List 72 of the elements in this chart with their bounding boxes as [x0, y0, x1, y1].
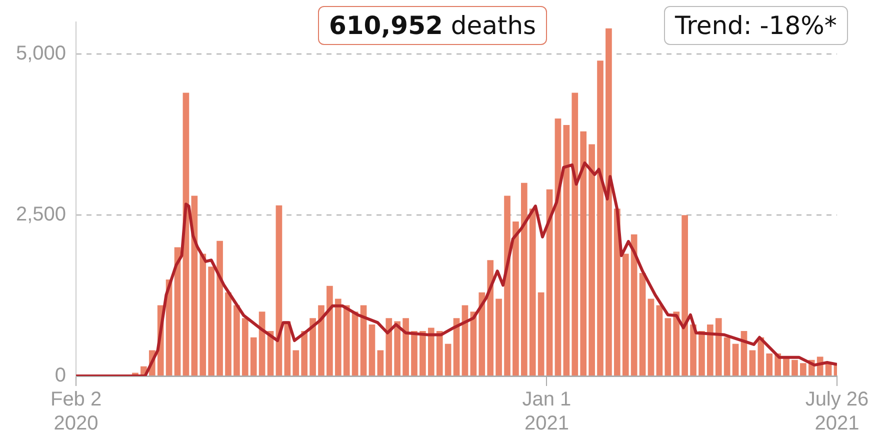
bar	[792, 360, 798, 376]
bar	[402, 318, 409, 376]
bar	[428, 328, 434, 376]
bar	[310, 318, 316, 376]
bar	[597, 60, 604, 376]
bar	[664, 318, 672, 376]
bar	[732, 344, 739, 376]
bar	[572, 92, 578, 376]
y-tick-label: 5,000	[16, 42, 66, 65]
bar	[436, 330, 443, 376]
bar	[242, 318, 248, 376]
bar	[420, 330, 426, 376]
bar	[512, 222, 519, 376]
bar	[250, 337, 257, 376]
bar	[800, 363, 806, 376]
bar	[276, 205, 282, 376]
bar	[208, 266, 214, 376]
bar	[225, 292, 232, 376]
bar	[377, 350, 384, 376]
bar	[538, 292, 544, 376]
bar	[758, 337, 764, 376]
bar	[462, 305, 468, 376]
bar	[588, 144, 595, 376]
bar	[504, 196, 510, 376]
bar	[648, 298, 654, 376]
bar	[301, 330, 308, 376]
bar	[546, 189, 553, 376]
bar	[360, 305, 367, 376]
bar	[715, 318, 722, 376]
bar	[386, 318, 392, 376]
bar	[394, 321, 401, 376]
bar	[334, 298, 342, 376]
bar	[444, 344, 452, 376]
bar	[411, 330, 418, 376]
annotation: Trend: -18%*	[664, 6, 848, 45]
bar	[749, 350, 756, 376]
bar	[368, 324, 376, 376]
bar	[520, 182, 528, 376]
bar	[724, 337, 730, 376]
x-tick-label: July 26 2021	[805, 388, 869, 435]
x-tick-label: Jan 1 2021	[522, 388, 572, 435]
bar	[292, 350, 300, 376]
x-tick-label: Feb 2 2020	[50, 388, 102, 435]
y-tick-label: 2,500	[16, 204, 66, 226]
y-tick-label: 0	[54, 364, 66, 387]
bar	[478, 292, 486, 376]
annotation: 610,952 deaths	[318, 6, 548, 45]
bar	[690, 324, 696, 376]
bar	[496, 298, 502, 376]
bar	[639, 273, 646, 376]
bar	[234, 305, 240, 376]
bar	[487, 260, 494, 376]
bar	[622, 254, 629, 376]
bar	[200, 254, 206, 376]
bar	[580, 131, 587, 376]
bar	[630, 234, 638, 376]
bar	[698, 330, 705, 376]
bar	[216, 240, 223, 376]
bar	[656, 305, 663, 376]
bar	[766, 353, 773, 376]
bar	[326, 286, 333, 376]
bar	[529, 208, 536, 376]
bar	[682, 215, 688, 376]
bar	[554, 118, 562, 376]
bar	[318, 305, 324, 376]
bar	[606, 28, 612, 376]
bar	[352, 312, 358, 376]
bar	[191, 196, 198, 376]
bar	[707, 324, 714, 376]
bar	[563, 124, 570, 376]
bar	[673, 312, 680, 376]
bar	[343, 305, 350, 376]
